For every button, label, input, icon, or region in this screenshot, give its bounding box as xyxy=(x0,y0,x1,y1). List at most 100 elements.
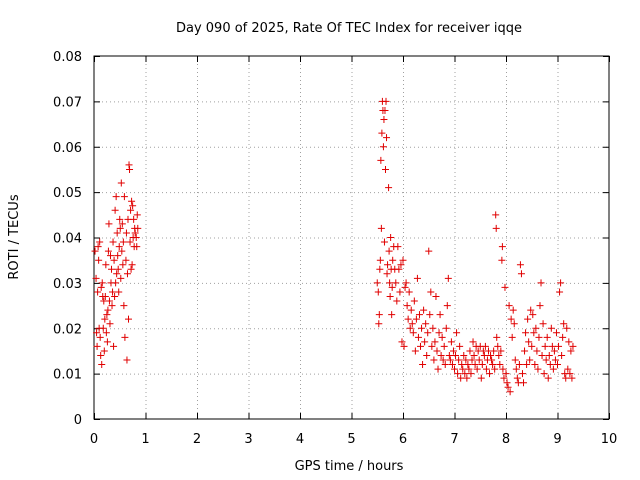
data-point xyxy=(547,324,555,332)
data-point xyxy=(498,256,506,264)
data-point xyxy=(385,247,393,255)
data-point xyxy=(536,302,544,310)
data-point xyxy=(566,370,574,378)
data-point xyxy=(527,306,535,314)
data-point xyxy=(537,279,545,287)
data-point xyxy=(105,297,113,305)
data-point xyxy=(399,256,407,264)
data-point xyxy=(125,161,133,169)
data-point xyxy=(373,279,381,287)
data-point xyxy=(409,329,417,337)
data-point xyxy=(518,370,526,378)
data-point xyxy=(449,347,457,355)
data-point xyxy=(118,220,126,228)
data-point xyxy=(501,283,509,291)
data-point xyxy=(389,256,397,264)
x-tick-label: 9 xyxy=(553,432,561,447)
data-point xyxy=(428,342,436,350)
data-points xyxy=(91,97,577,396)
data-point xyxy=(127,265,135,273)
data-point xyxy=(102,329,110,337)
data-point xyxy=(443,302,451,310)
data-point xyxy=(517,270,525,278)
data-point xyxy=(122,256,130,264)
data-point xyxy=(503,379,511,387)
x-tick-label: 8 xyxy=(502,432,510,447)
data-point xyxy=(522,329,530,337)
data-point xyxy=(533,347,541,355)
data-point xyxy=(103,311,111,319)
data-point xyxy=(397,261,405,269)
data-point xyxy=(532,324,540,332)
data-point xyxy=(375,320,383,328)
data-point xyxy=(97,283,105,291)
plot-frame xyxy=(93,55,610,420)
y-tick-label: 0.04 xyxy=(53,232,82,247)
data-point xyxy=(424,329,432,337)
data-point xyxy=(113,229,121,237)
data-point xyxy=(374,288,382,296)
data-point xyxy=(469,338,477,346)
data-point xyxy=(412,315,420,323)
data-point xyxy=(559,333,567,341)
data-point xyxy=(470,351,478,359)
data-point xyxy=(407,306,415,314)
data-point xyxy=(112,193,120,201)
y-tick-label: 0.01 xyxy=(53,368,82,383)
data-point xyxy=(111,206,119,214)
data-point xyxy=(435,329,443,337)
y-tick-label: 0.08 xyxy=(53,50,82,65)
data-point xyxy=(464,361,472,369)
data-point xyxy=(486,370,494,378)
data-point xyxy=(101,292,109,300)
data-point xyxy=(563,324,571,332)
data-point xyxy=(441,361,449,369)
data-point xyxy=(110,342,118,350)
data-point xyxy=(521,347,529,355)
data-point xyxy=(490,347,498,355)
data-point xyxy=(91,247,99,255)
data-point xyxy=(400,342,408,350)
data-point xyxy=(376,256,384,264)
data-point xyxy=(556,288,564,296)
data-point xyxy=(549,365,557,373)
data-point xyxy=(451,365,458,373)
data-point xyxy=(116,224,124,232)
data-point xyxy=(444,274,452,282)
data-point xyxy=(375,311,383,319)
data-point xyxy=(526,356,534,364)
data-point xyxy=(130,215,138,223)
x-tick-label: 6 xyxy=(399,432,407,447)
data-point xyxy=(493,333,501,341)
data-point xyxy=(123,270,131,278)
y-axis-label: ROTI / TECUs xyxy=(7,194,22,279)
data-point xyxy=(119,261,127,269)
x-tick-label: 3 xyxy=(244,432,252,447)
data-point xyxy=(560,320,568,328)
data-point xyxy=(453,329,461,337)
data-point xyxy=(104,247,112,255)
data-point xyxy=(117,274,125,282)
data-point xyxy=(457,374,465,382)
data-point xyxy=(512,365,520,373)
data-point xyxy=(386,292,394,300)
data-point xyxy=(108,302,116,310)
data-point xyxy=(475,356,483,364)
data-point xyxy=(562,374,570,382)
data-point xyxy=(417,342,425,350)
data-point xyxy=(381,165,389,173)
data-point xyxy=(122,229,130,237)
data-point xyxy=(535,333,543,341)
data-point xyxy=(115,288,123,296)
data-point xyxy=(433,347,441,355)
data-point xyxy=(410,297,418,305)
data-point xyxy=(109,238,117,246)
data-point xyxy=(129,202,137,210)
data-point xyxy=(557,279,565,287)
data-point xyxy=(500,374,508,382)
data-point xyxy=(510,320,518,328)
data-point xyxy=(432,292,440,300)
data-point xyxy=(380,238,388,246)
data-point xyxy=(446,356,454,364)
data-point xyxy=(445,351,453,359)
